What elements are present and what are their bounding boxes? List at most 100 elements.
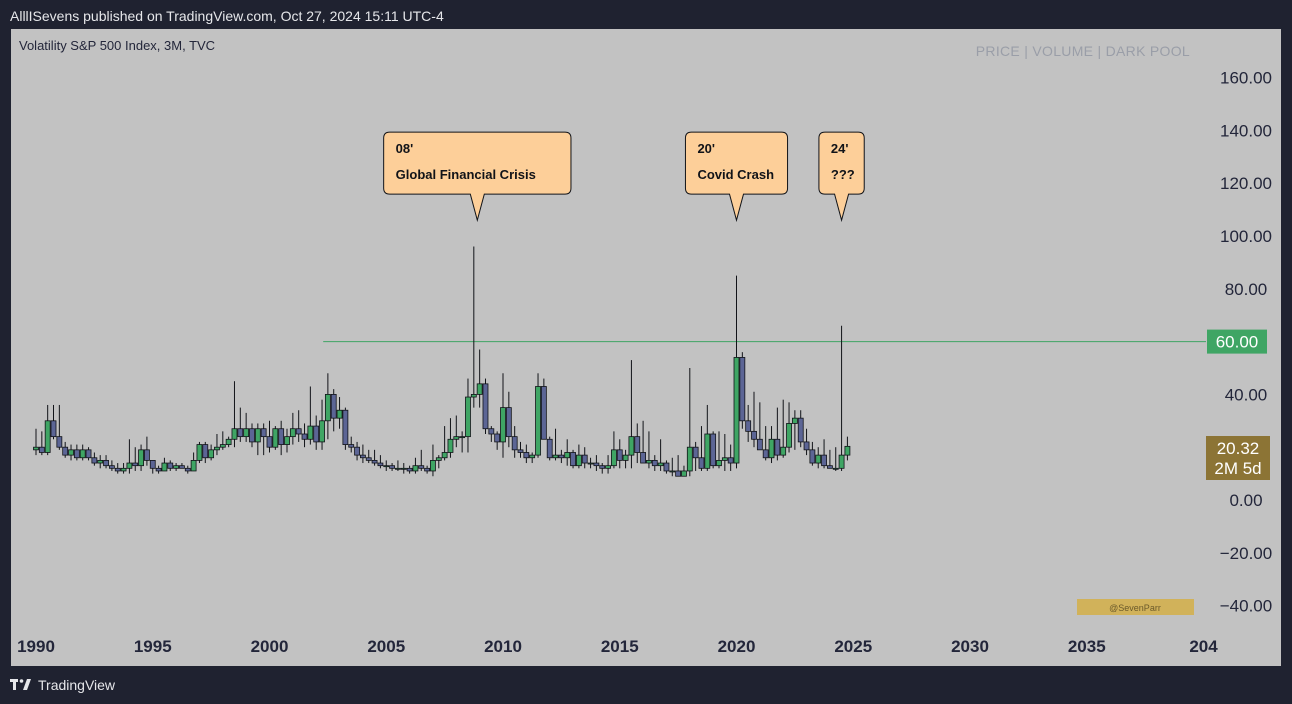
candle [342,407,349,450]
candle-body [470,393,477,398]
candle [465,378,471,453]
candle [56,404,63,450]
candle [552,428,559,461]
candle [558,449,565,464]
candle [646,431,652,469]
callout-label: ??? [831,167,855,182]
candle [97,455,104,469]
candle-body [184,467,191,472]
candle [161,457,168,472]
candle [540,378,547,440]
level-price-label: 60.00 [1207,329,1267,354]
candle [38,431,45,456]
candle-body [330,393,337,419]
candle [272,426,279,450]
candle-body [756,438,763,451]
tradingview-brand[interactable]: TradingView [10,677,115,693]
countdown-text: 2M 5d [1214,459,1261,478]
last-price-bg [1206,436,1270,480]
candle-body [301,433,308,440]
candle-body [97,459,104,464]
candle-body [313,425,320,443]
candle [803,428,810,456]
candle [640,420,646,464]
candle [692,441,699,471]
candle [564,439,571,466]
candle [412,457,419,474]
candle [208,444,215,461]
candle [453,415,460,448]
candle-body [284,436,290,445]
candle-body [167,462,174,469]
callout-label: Covid Crash [697,167,774,182]
y-tick-label: 80.00 [1225,280,1268,299]
candle-body [587,462,594,465]
candle [365,449,372,464]
candle-body [73,449,80,459]
candle [575,444,582,469]
candle [780,399,787,458]
candle [482,378,489,434]
candle [581,447,588,469]
callout-bubble [383,131,572,223]
candle-body [581,454,588,464]
candle-body [272,428,279,448]
candle-body [307,425,314,440]
level-price-text: 60.00 [1216,333,1259,352]
candle-body [710,433,717,467]
candle [488,426,495,442]
candle-body [441,452,448,459]
candle [476,349,483,408]
candle [301,423,308,448]
candle-body [289,428,296,438]
callout-title: 24' [831,141,849,156]
candle-body [395,467,401,470]
candle-body [535,386,541,456]
watermark-bg [1077,599,1194,615]
candle-body [482,383,489,430]
candle-body [319,420,325,443]
candle-body [827,465,833,469]
annotation-callout: 24'??? [818,131,865,223]
candle [698,426,705,471]
candle-body [616,449,623,461]
candle [704,404,711,471]
candle-body [214,446,220,451]
candle-body [243,428,250,438]
candle [254,423,261,456]
candle-body [266,436,273,448]
candle-body [558,454,565,459]
candle-body [114,467,121,472]
candle [50,404,57,440]
candle-body [488,428,495,435]
x-tick-label: 2015 [601,637,639,656]
candle [319,399,325,450]
candle-body [657,462,664,467]
candle-body [44,420,51,453]
x-tick-label: 2000 [251,637,289,656]
candle-body [552,454,559,459]
chart-panel[interactable]: Volatility S&P 500 Index, 3M, TVC PRICE … [11,29,1281,666]
candle [149,459,156,474]
candle [593,455,600,471]
candle-body [832,467,839,470]
candle [622,449,629,469]
tradingview-logo-icon [10,679,31,690]
candle-body [628,436,635,456]
candle-body [523,452,530,459]
x-tick-label: 2030 [951,637,989,656]
callout-title: 08' [396,141,414,156]
candle-body [786,423,792,448]
candle [249,423,255,448]
candle-body [132,462,139,467]
candle-body [179,465,185,469]
candle [196,441,203,464]
candle-body [500,407,506,443]
candle-body [278,428,285,445]
instrument-title: Volatility S&P 500 Index, 3M, TVC [19,38,216,53]
candle-body [704,433,711,469]
candle-body [377,462,384,467]
candle-body [739,357,746,422]
candle [383,460,390,471]
candle-body [599,465,606,469]
